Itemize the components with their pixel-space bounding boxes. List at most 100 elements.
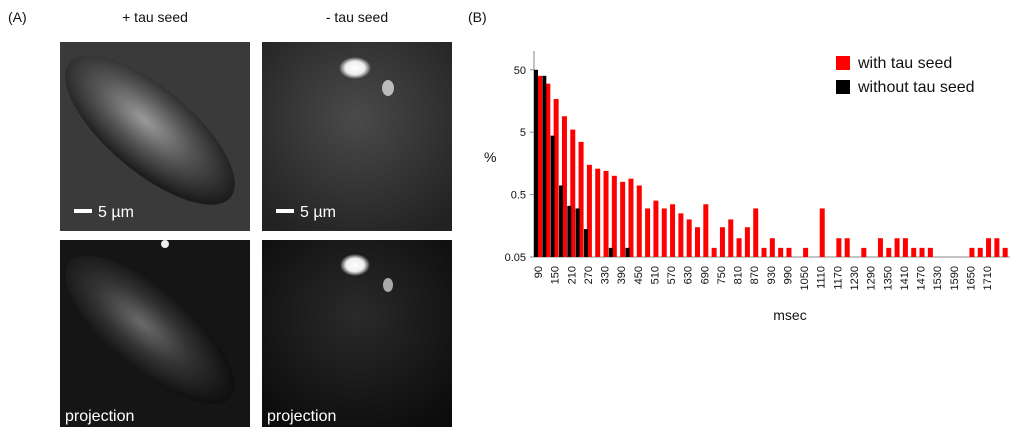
bar [553, 99, 559, 257]
x-axis-label: msec [773, 307, 806, 323]
bar [769, 238, 775, 257]
bar [534, 69, 538, 257]
x-tick-label: 90 [533, 266, 545, 278]
x-tick-label: 870 [749, 266, 761, 284]
x-tick-label: 390 [616, 266, 628, 284]
bar [736, 238, 742, 257]
x-tick-label: 510 [649, 266, 661, 284]
bar [719, 227, 725, 257]
micrograph [262, 42, 452, 231]
bar [645, 208, 651, 257]
legend-swatch [836, 56, 850, 70]
bar [558, 185, 563, 257]
legend-label: without tau seed [857, 79, 975, 96]
bar [550, 135, 555, 257]
y-tick-label: 0.5 [511, 190, 526, 202]
x-tick-label: 1410 [899, 266, 911, 290]
x-tick-label: 1350 [882, 266, 894, 290]
x-tick-label: 630 [683, 266, 695, 284]
bar [570, 129, 576, 257]
x-tick-label: 1470 [916, 266, 928, 290]
bar [911, 247, 917, 257]
micrograph [262, 240, 452, 427]
bar [919, 247, 925, 257]
bar [877, 238, 883, 257]
bar [608, 247, 613, 257]
y-axis-label: % [484, 149, 496, 165]
panel-label: (B) [468, 9, 487, 25]
bar [994, 238, 1000, 257]
bar [586, 164, 592, 257]
legend-swatch [836, 80, 850, 94]
bar [628, 178, 634, 257]
x-tick-label: 1050 [799, 266, 811, 290]
y-tick-label: 50 [514, 65, 526, 77]
bar [578, 141, 584, 257]
x-tick-label: 1170 [832, 266, 844, 290]
bar [836, 238, 842, 257]
bar [786, 247, 792, 257]
bar [653, 200, 659, 257]
bar [753, 208, 759, 257]
bar [695, 227, 700, 257]
x-tick-label: 1650 [965, 266, 977, 290]
bar [686, 219, 692, 257]
bar [819, 208, 825, 257]
x-tick-label: 330 [600, 266, 612, 284]
bar [703, 204, 709, 257]
x-tick-label: 450 [633, 266, 645, 284]
x-tick-label: 930 [766, 266, 778, 284]
image-caption: projection [267, 408, 336, 425]
bar [661, 208, 667, 257]
scale-bar [74, 209, 92, 213]
bar [561, 116, 567, 257]
x-tick-label: 990 [782, 266, 794, 284]
bar [986, 238, 992, 257]
x-tick-label: 1230 [849, 266, 861, 290]
x-tick-label: 810 [733, 266, 745, 284]
bar [861, 247, 867, 257]
bar [844, 238, 850, 257]
micrograph [60, 240, 250, 427]
x-tick-label: 1530 [932, 266, 944, 290]
bar [611, 175, 617, 257]
bar [902, 238, 908, 257]
bar [537, 75, 542, 258]
bar [603, 170, 609, 257]
column-title: + tau seed [122, 9, 188, 25]
scale-bar [276, 209, 294, 213]
column-title: - tau seed [326, 9, 388, 25]
x-tick-label: 210 [566, 266, 578, 284]
x-tick-label: 1110 [816, 266, 828, 289]
bar [761, 247, 767, 257]
x-tick-label: 750 [716, 266, 728, 284]
micrograph [60, 42, 250, 231]
bar [545, 83, 551, 257]
x-tick-label: 1590 [949, 266, 961, 290]
panel-label: (A) [8, 9, 27, 25]
x-tick-label: 150 [550, 266, 562, 284]
x-tick-label: 690 [699, 266, 711, 284]
bar [886, 247, 892, 257]
bar [1002, 247, 1008, 257]
x-tick-label: 1290 [866, 266, 878, 290]
bar [595, 168, 601, 257]
bar [927, 247, 933, 257]
bar [728, 219, 734, 257]
bar [575, 208, 580, 257]
bar [567, 205, 572, 257]
scale-label: 5 µm [300, 204, 336, 221]
legend-label: with tau seed [857, 55, 952, 72]
bar [969, 247, 975, 257]
x-tick-label: 1710 [982, 266, 994, 290]
image-caption: projection [65, 408, 134, 425]
x-tick-label: 270 [583, 266, 595, 284]
y-tick-label: 5 [520, 127, 526, 139]
bar [778, 247, 784, 257]
bar [636, 185, 642, 257]
bar [670, 204, 676, 257]
bar [744, 227, 750, 257]
bar [803, 247, 809, 257]
y-tick-label: 0.05 [505, 252, 526, 264]
